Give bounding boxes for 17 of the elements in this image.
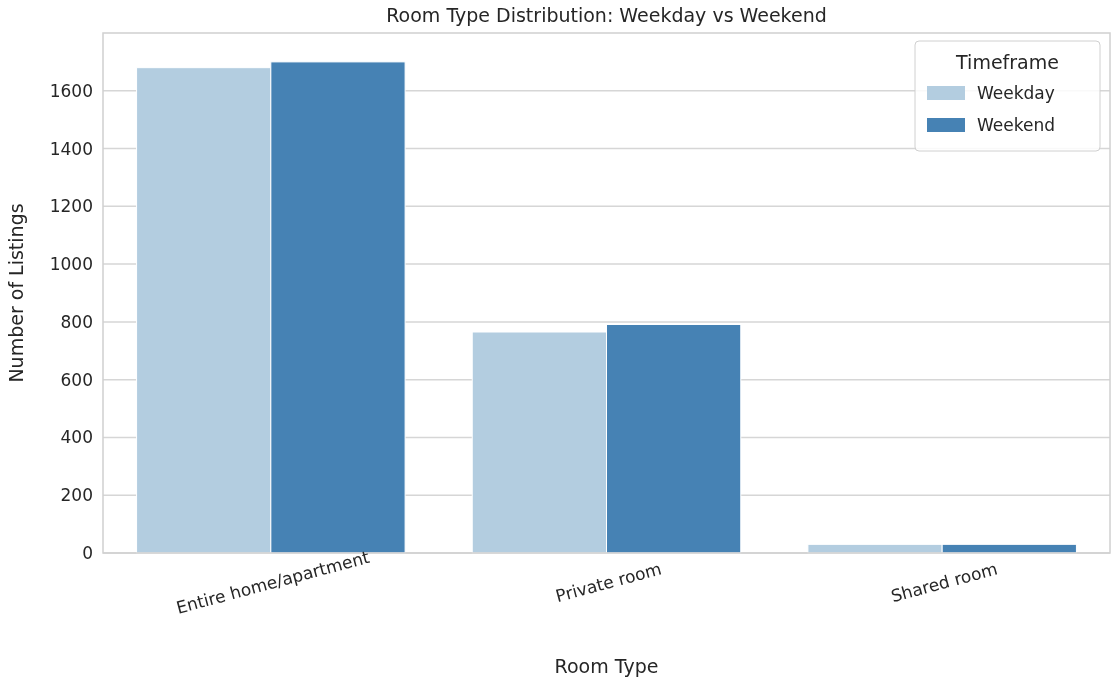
- x-tick-label: Private room: [553, 558, 664, 607]
- chart-title: Room Type Distribution: Weekday vs Weekend: [386, 4, 827, 26]
- y-tick-label: 1400: [49, 138, 93, 159]
- x-tick-label: Shared room: [888, 558, 1000, 607]
- y-tick-label: 600: [60, 369, 93, 390]
- y-tick-label: 1200: [49, 196, 93, 217]
- x-axis-title: Room Type: [554, 655, 659, 677]
- legend-label: Weekend: [977, 114, 1055, 135]
- legend-label: Weekday: [977, 82, 1055, 103]
- y-tick-label: 0: [82, 542, 93, 563]
- y-tick-label: 1600: [49, 80, 93, 101]
- legend-title: Timeframe: [955, 51, 1059, 73]
- y-tick-label: 200: [60, 485, 93, 506]
- y-tick-label: 1000: [49, 254, 93, 275]
- y-tick-label: 800: [60, 311, 93, 332]
- y-axis-title: Number of Listings: [5, 203, 27, 383]
- y-tick-label: 400: [60, 427, 93, 448]
